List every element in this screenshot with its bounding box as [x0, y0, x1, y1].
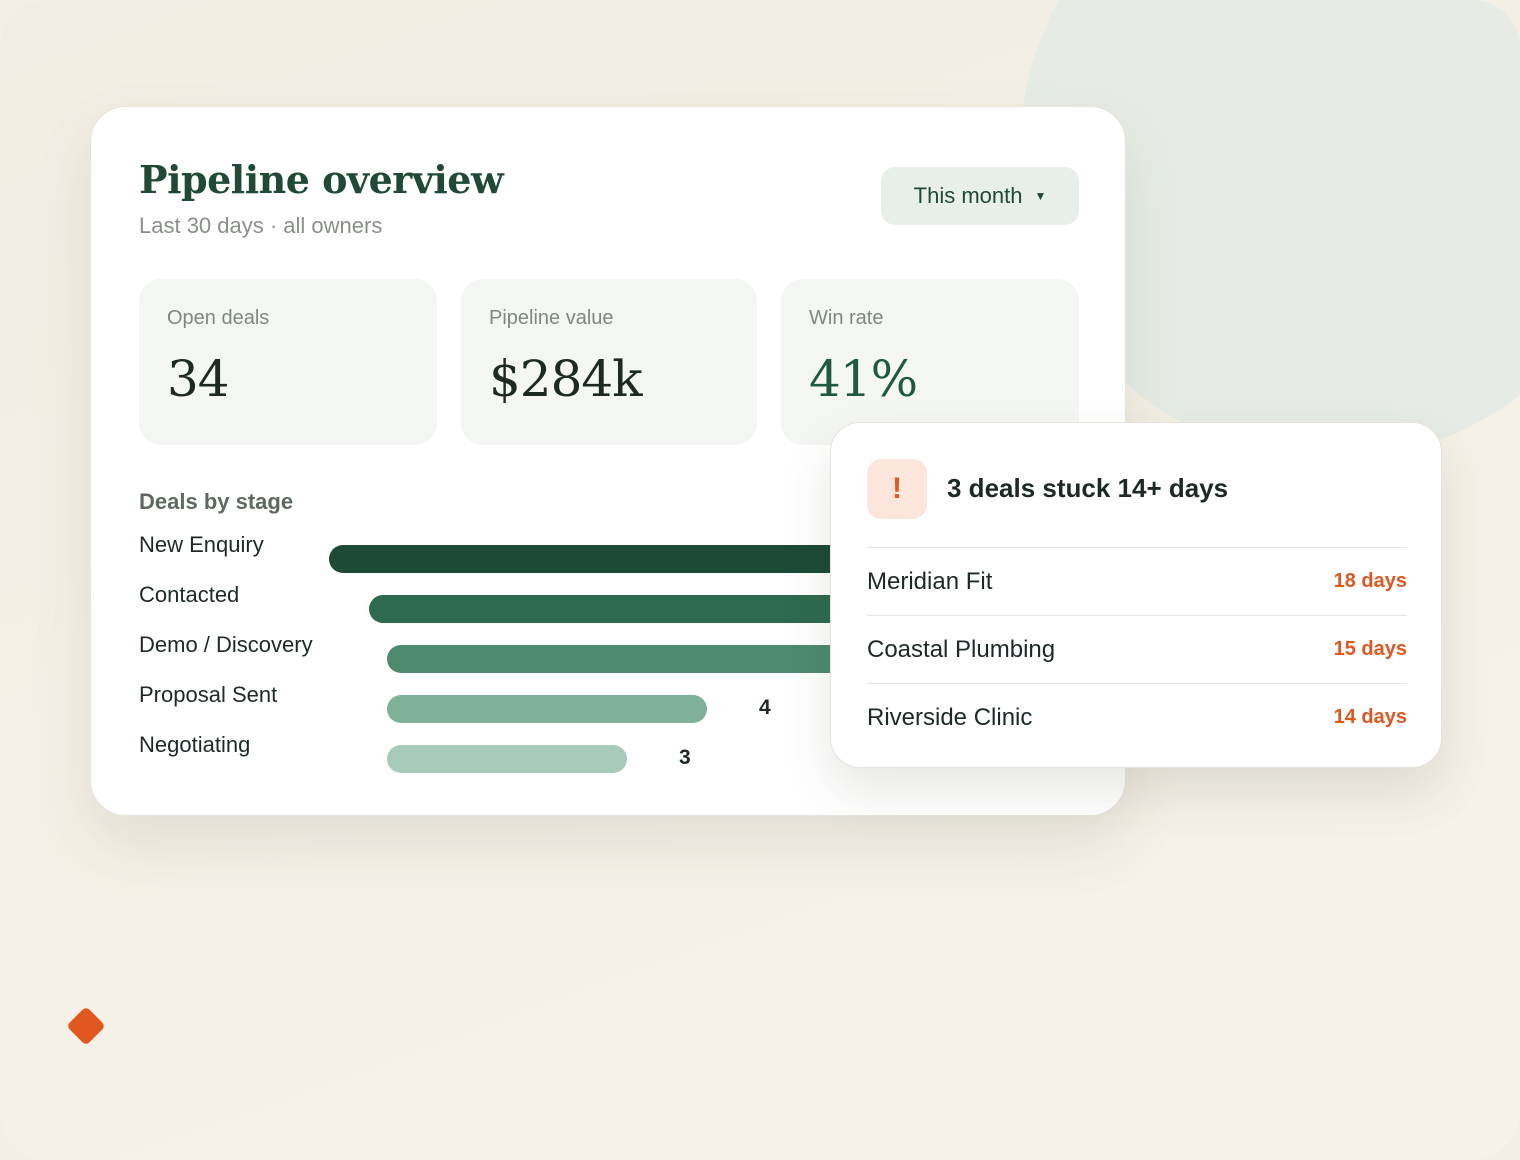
alert-title: 3 deals stuck 14+ days: [947, 473, 1229, 503]
list-item[interactable]: Riverside Clinic 14 days: [867, 683, 1407, 751]
stage-label: New Enquiry: [139, 532, 264, 557]
stuck-deals-alert: ! 3 deals stuck 14+ days Meridian Fit 18…: [830, 422, 1442, 768]
stage-label: Negotiating: [139, 732, 251, 757]
stage-bar: [387, 695, 707, 723]
kpi-open-deals: Open deals 34: [139, 279, 437, 445]
kpi-value: 34: [167, 350, 230, 408]
deal-days-stuck: 15 days: [1333, 638, 1407, 660]
stage-bar: [329, 545, 851, 573]
stage-label: Proposal Sent: [139, 682, 278, 707]
bar-value-label: 3: [679, 746, 691, 769]
deals-by-stage-chart: New Enquiry Contacted Demo / Discovery Prop…: [91, 107, 1127, 817]
bar-value-label: 4: [759, 696, 771, 719]
list-item[interactable]: Coastal Plumbing 15 days: [867, 615, 1407, 683]
deal-name: Riverside Clinic: [867, 703, 1033, 731]
caret-down-icon: ▼: [1034, 189, 1047, 203]
page-title: Pipeline overview: [139, 157, 504, 202]
chart-title: Deals by stage: [139, 489, 294, 514]
date-range-dropdown[interactable]: This month ▼: [881, 167, 1079, 225]
kpi-label: Pipeline value: [489, 307, 614, 329]
stage-bar: [387, 745, 627, 773]
deal-days-stuck: 18 days: [1333, 570, 1407, 592]
exclamation-icon: !: [867, 459, 927, 519]
kpi-value: $284k: [489, 350, 643, 408]
list-item[interactable]: Meridian Fit 18 days: [867, 547, 1407, 615]
deal-name: Coastal Plumbing: [867, 635, 1056, 663]
deal-days-stuck: 14 days: [1333, 706, 1407, 728]
stage-bar: [369, 595, 851, 623]
kpi-win-rate: Win rate 41%: [781, 279, 1079, 445]
page-subtitle: Last 30 days · all owners: [139, 213, 383, 238]
kpi-label: Open deals: [167, 307, 270, 329]
stage-label: Demo / Discovery: [139, 632, 313, 657]
kpi-value: 41%: [809, 350, 918, 408]
stage-bar: [387, 645, 851, 673]
stage-label: Contacted: [139, 582, 240, 607]
deal-name: Meridian Fit: [867, 567, 993, 595]
kpi-pipeline-value: Pipeline value $284k: [461, 279, 757, 445]
date-range-label: This month: [913, 183, 1023, 208]
kpi-label: Win rate: [809, 307, 884, 329]
